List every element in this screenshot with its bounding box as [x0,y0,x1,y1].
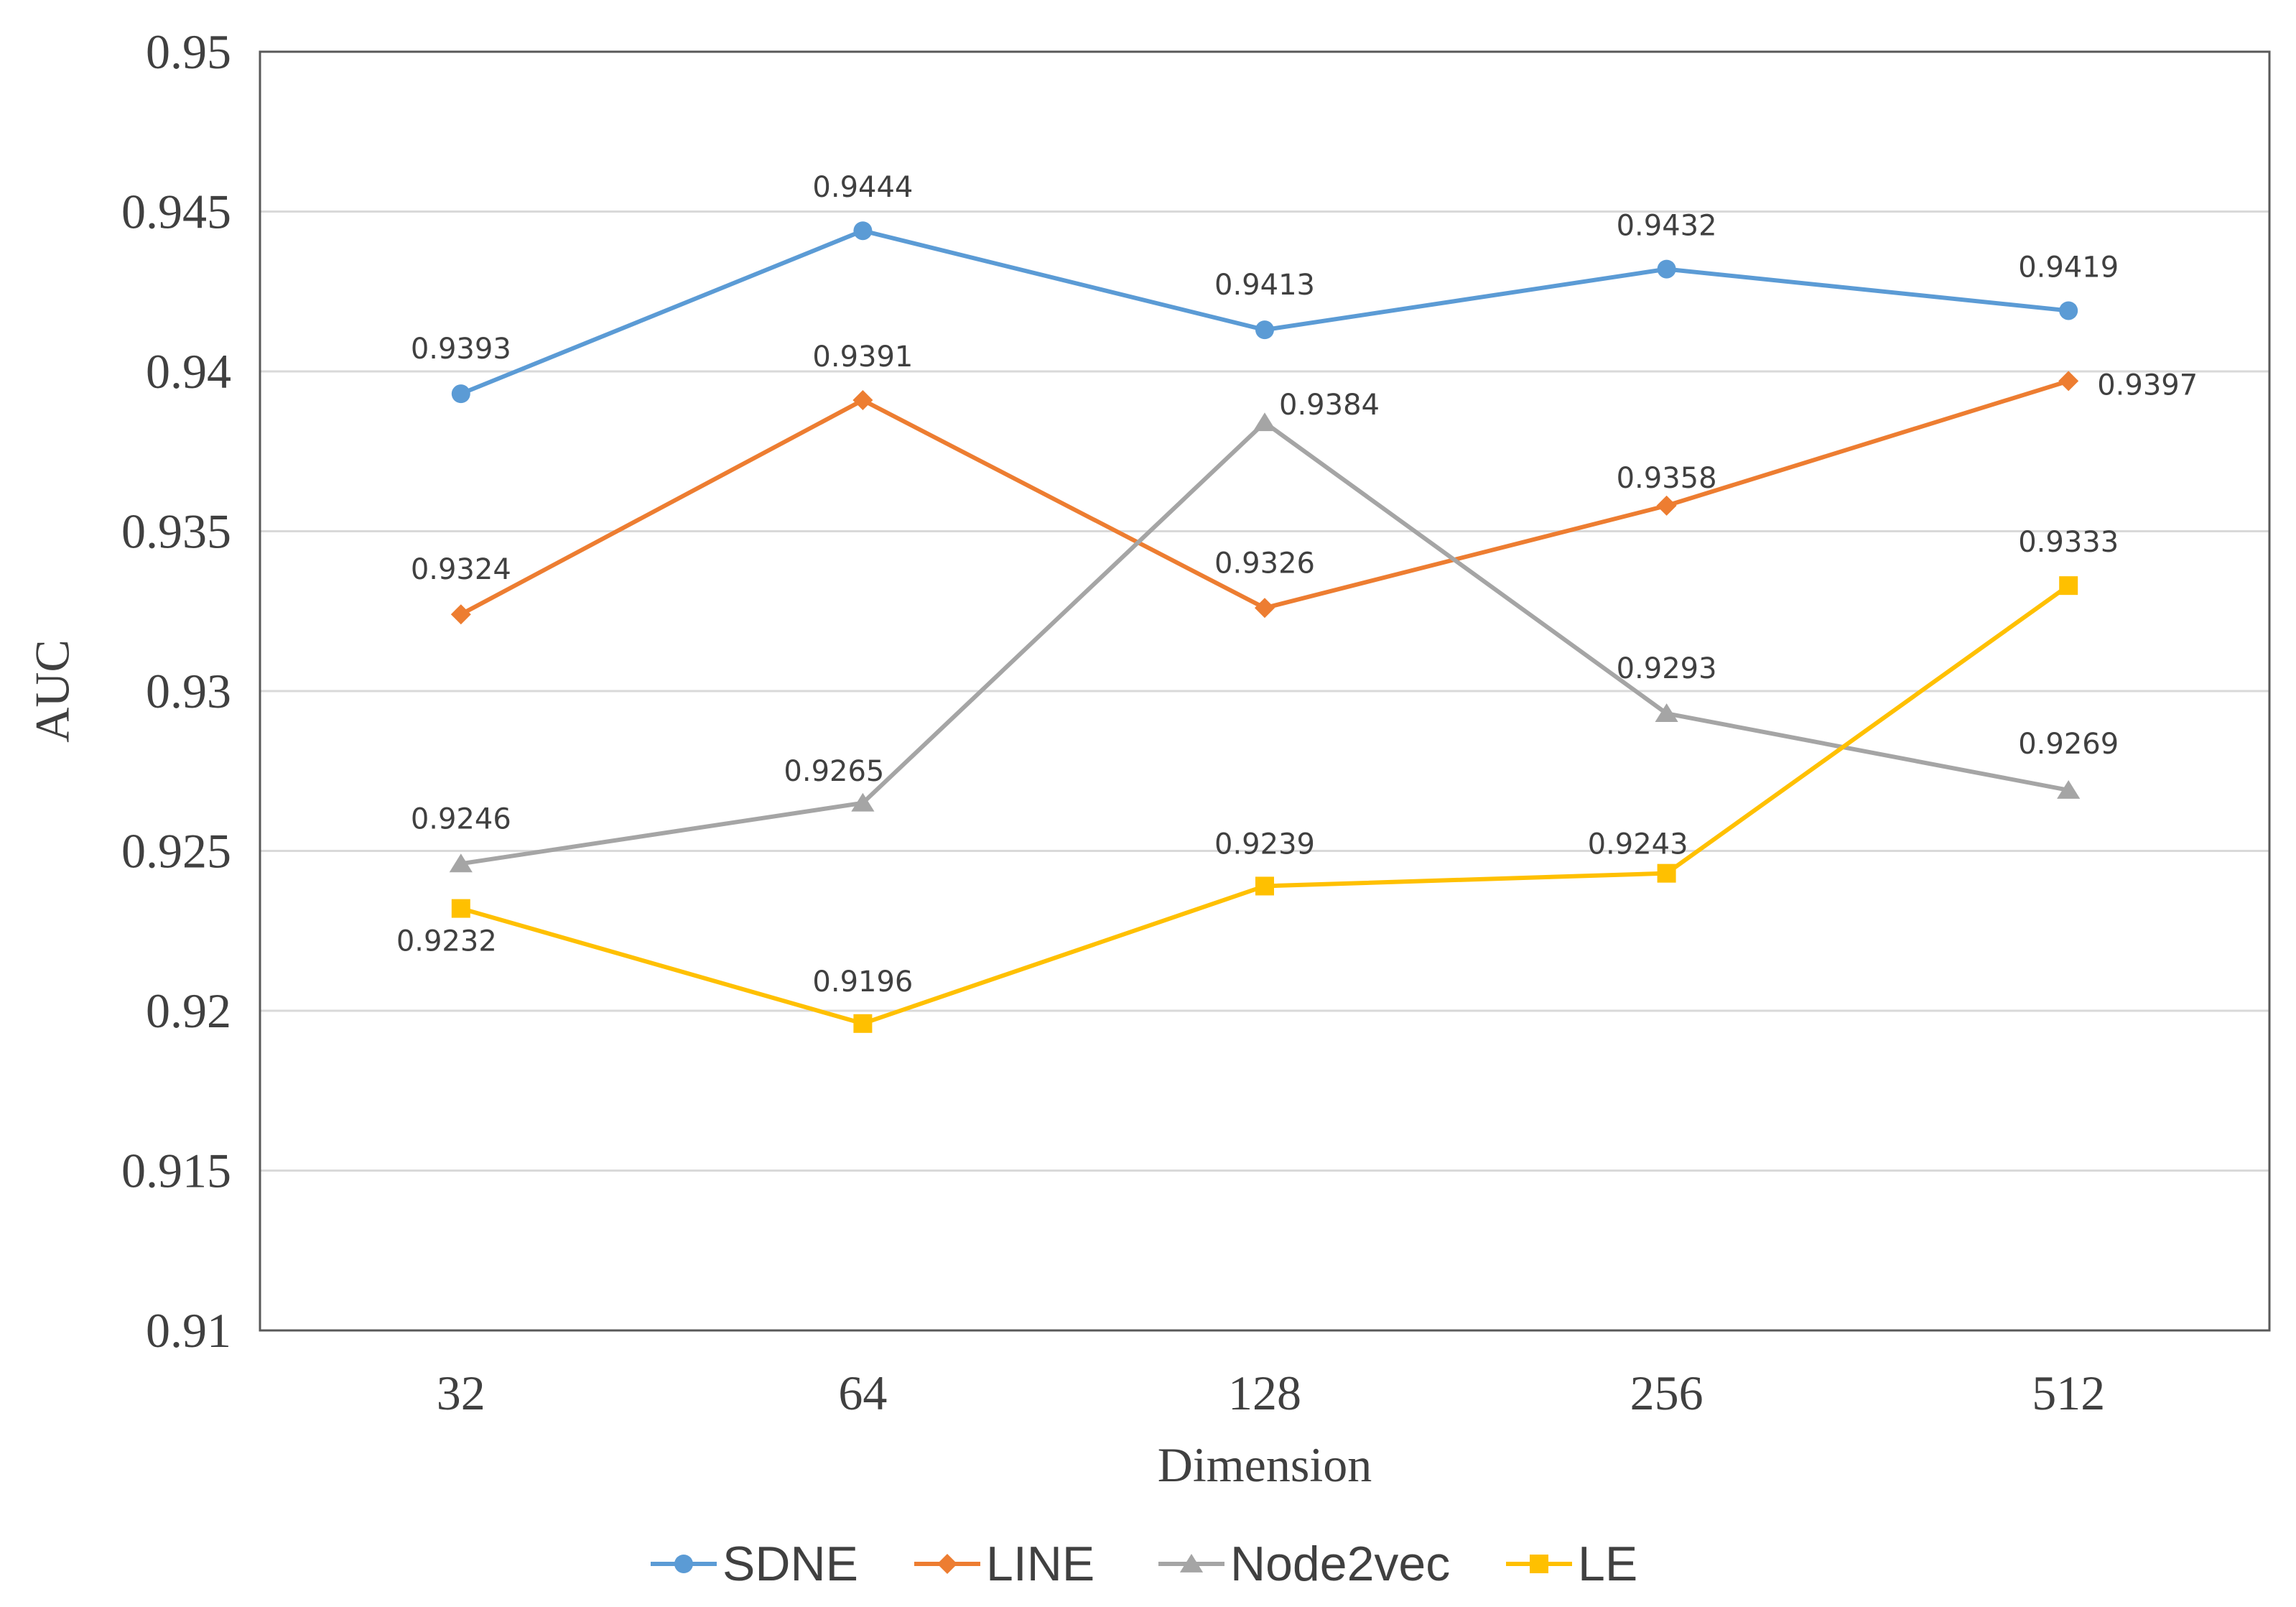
data-point-le [1255,876,1274,896]
y-tick-label: 0.925 [121,824,231,879]
data-point-le [853,1014,873,1033]
data-point-line [450,604,471,625]
y-tick-label: 0.94 [146,344,231,399]
data-point-sdne [451,384,470,404]
data-label-node2vec: 0.9384 [1279,389,1380,422]
data-label-line: 0.9326 [1214,547,1315,580]
y-tick-label: 0.93 [146,664,231,718]
data-point-node2vec [1252,412,1277,432]
data-point-line [1255,598,1275,619]
data-point-node2vec [851,792,875,812]
x-tick-label: 64 [838,1366,887,1420]
plot-area-frame [259,50,2271,1332]
series-line-sdne [460,228,2069,396]
x-tick-label: 256 [1630,1366,1704,1420]
data-label-sdne: 0.9419 [2018,251,2119,284]
data-point-line [2058,371,2079,392]
y-tick-label: 0.91 [146,1303,231,1358]
series-lines [449,221,2081,1033]
y-tick-label: 0.945 [121,185,231,239]
data-label-node2vec: 0.9246 [411,802,511,835]
data-point-sdne [2059,301,2078,320]
data-label-line: 0.9324 [411,553,511,586]
series-line-node2vec [460,420,2069,866]
data-label-line: 0.9391 [812,341,913,374]
data-label-le: 0.9333 [2018,526,2119,559]
data-labels: 0.9393 0.9444 0.9413 0.9432 0.9419 0.9324 0.93… [396,171,2198,999]
y-axis-ticks: 0.91 0.915 0.92 0.925 0.93 0.935 0.94 0.945 0.95 [121,24,231,1358]
y-tick-label: 0.915 [121,1144,231,1198]
data-label-le: 0.9232 [396,925,497,958]
data-label-le: 0.9239 [1214,828,1315,861]
y-tick-label: 0.92 [146,983,231,1038]
data-label-node2vec: 0.9265 [784,755,884,788]
data-point-sdne [853,221,873,241]
legend-label-sdne: SDNE [722,1537,858,1591]
data-label-le: 0.9196 [812,965,913,999]
data-point-line [852,390,873,411]
y-tick-label: 0.935 [121,504,231,559]
data-label-line: 0.9358 [1617,462,1717,495]
data-point-le [1657,863,1676,883]
x-tick-label: 128 [1228,1366,1301,1420]
data-label-sdne: 0.9393 [411,333,511,366]
data-point-node2vec [449,853,473,873]
legend-marker-line [937,1554,957,1574]
data-point-sdne [1255,320,1274,340]
series-line-le [460,583,2070,1026]
data-point-node2vec [2057,779,2081,799]
y-axis-title: AUC [25,639,80,743]
data-point-le [451,899,470,918]
x-tick-label: 512 [2032,1366,2105,1420]
data-label-sdne: 0.9432 [1617,210,1717,243]
x-tick-label: 32 [437,1366,485,1420]
data-label-le: 0.9243 [1588,828,1688,861]
legend-marker-sdne [674,1555,693,1573]
data-label-sdne: 0.9413 [1214,269,1315,302]
gridlines [260,210,2269,1172]
data-label-sdne: 0.9444 [812,171,913,204]
legend-label-node2vec: Node2vec [1230,1537,1450,1591]
legend: SDNE LINE Node2vec LE [651,1537,1637,1591]
y-tick-label: 0.95 [146,24,231,79]
data-label-line: 0.9397 [2097,369,2198,402]
data-point-sdne [1657,259,1676,279]
legend-marker-node2vec [1179,1554,1204,1573]
data-point-le [2059,576,2078,596]
data-point-node2vec [1655,703,1678,723]
legend-label-line: LINE [986,1537,1094,1591]
x-axis-title: Dimension [1158,1437,1372,1492]
data-point-line [1656,495,1677,516]
data-label-node2vec: 0.9269 [2018,728,2119,761]
legend-label-le: LE [1578,1537,1637,1591]
legend-marker-le [1530,1555,1548,1573]
x-axis-ticks: 32 64 128 256 512 [437,1366,2105,1420]
data-label-node2vec: 0.9293 [1617,652,1717,685]
